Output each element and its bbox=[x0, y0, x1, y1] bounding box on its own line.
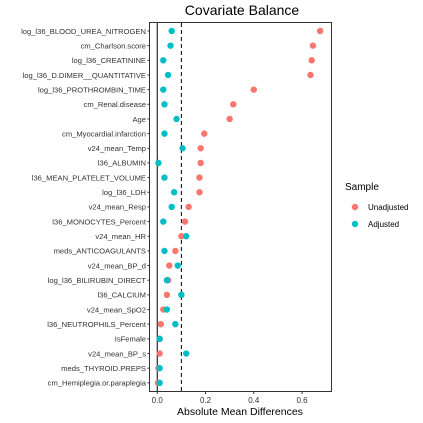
y-tick-label: meds_THYROID.PREPS bbox=[61, 364, 146, 373]
point-adjusted bbox=[168, 27, 175, 35]
reference-lines bbox=[156, 23, 182, 391]
point-adjusted bbox=[160, 86, 167, 93]
point-adjusted bbox=[183, 350, 190, 357]
point-adjusted bbox=[156, 379, 163, 387]
point-adjusted bbox=[174, 262, 181, 269]
point-adjusted bbox=[178, 291, 185, 299]
point-adjusted bbox=[163, 277, 171, 284]
point-unadjusted bbox=[178, 233, 185, 240]
x-tick-label: 0.2 bbox=[200, 396, 212, 405]
data-points bbox=[154, 27, 324, 387]
point-adjusted bbox=[179, 145, 186, 152]
y-tick-label: l36_MONOCYTES_Percent bbox=[52, 217, 147, 226]
legend-label-adjusted: Adjusted bbox=[368, 220, 399, 229]
y-tick-label: cm_Renal.disease bbox=[84, 100, 146, 109]
point-adjusted bbox=[160, 57, 167, 64]
x-tick-label: 0.0 bbox=[152, 396, 164, 405]
point-unadjusted bbox=[197, 145, 204, 152]
point-adjusted bbox=[173, 115, 180, 123]
point-unadjusted bbox=[163, 291, 171, 299]
point-unadjusted bbox=[166, 262, 173, 269]
y-tick-label: l36_ALBUMIN bbox=[98, 159, 146, 168]
point-unadjusted bbox=[307, 71, 314, 79]
y-axis-labels: log_l36_BLOOD_UREA_NITROGEN cm_Charlson.s… bbox=[21, 27, 147, 388]
point-adjusted bbox=[161, 247, 168, 255]
y-tick-label: cm_Myocardial.infarction bbox=[62, 129, 146, 138]
chart-title: Covariate Balance bbox=[185, 2, 300, 18]
point-adjusted bbox=[156, 364, 163, 372]
y-tick-label: cm_Charlson.score bbox=[81, 41, 146, 50]
y-tick-label: l36_MEAN_PLATELET_VOLUME bbox=[32, 173, 146, 182]
y-tick-label: log_l36_BLOOD_UREA_NITROGEN bbox=[21, 27, 146, 36]
point-adjusted bbox=[163, 306, 171, 313]
point-unadjusted bbox=[196, 174, 203, 181]
y-tick-label: Age bbox=[132, 115, 146, 124]
point-unadjusted bbox=[309, 42, 317, 49]
point-adjusted bbox=[172, 321, 179, 328]
y-tick-label: log_l36_CREATININE bbox=[72, 56, 146, 65]
point-unadjusted bbox=[250, 86, 257, 93]
point-adjusted bbox=[160, 218, 167, 225]
y-tick-label: v24_mean_Temp bbox=[88, 144, 146, 153]
plot-panel bbox=[149, 22, 332, 392]
point-unadjusted bbox=[316, 27, 324, 35]
point-adjusted bbox=[183, 233, 190, 240]
point-adjusted bbox=[155, 159, 162, 167]
point-unadjusted bbox=[226, 115, 233, 123]
point-adjusted bbox=[167, 42, 174, 49]
legend-title: Sample bbox=[345, 182, 379, 193]
y-tick-label: meds_ANTICOAGULANTS bbox=[54, 247, 146, 256]
y-axis-ticks bbox=[147, 30, 150, 384]
y-tick-label: log_l36_LDH bbox=[102, 188, 146, 197]
legend: Sample Unadjusted Adjusted bbox=[345, 182, 408, 229]
x-tick-label: 0.6 bbox=[296, 396, 308, 405]
point-adjusted bbox=[161, 130, 168, 137]
x-axis-title: Absolute Mean Differences bbox=[177, 406, 303, 418]
y-tick-label: IsFemale bbox=[115, 335, 146, 344]
point-unadjusted bbox=[157, 321, 165, 328]
point-unadjusted bbox=[201, 130, 208, 137]
point-unadjusted bbox=[156, 350, 163, 357]
y-tick-label: v24_mean_BP_s bbox=[88, 349, 146, 358]
y-tick-label: log_l36_PROTHROMBIN_TIME bbox=[38, 85, 146, 94]
y-tick-label: v24_mean_SpO2 bbox=[87, 305, 146, 314]
x-tick-label: 0.4 bbox=[248, 396, 260, 405]
y-tick-label: log_l36_D.DIMER__QUANTITATIVE bbox=[23, 71, 146, 80]
x-axis: 0.0 0.2 0.4 0.6 bbox=[152, 391, 308, 405]
point-unadjusted bbox=[185, 203, 192, 211]
point-unadjusted bbox=[172, 247, 179, 255]
point-unadjusted bbox=[230, 101, 237, 108]
point-adjusted bbox=[170, 189, 178, 196]
point-adjusted bbox=[156, 335, 163, 343]
y-tick-label: v24_mean_HR bbox=[95, 232, 146, 241]
y-tick-label: l36_NEUTROPHILS_Percent bbox=[47, 320, 147, 329]
y-tick-label: l36_CALCIUM bbox=[97, 291, 146, 300]
y-tick-label: v24_mean_Resp bbox=[89, 203, 146, 212]
point-unadjusted bbox=[181, 218, 189, 225]
point-adjusted bbox=[161, 101, 168, 108]
point-unadjusted bbox=[308, 57, 315, 64]
point-unadjusted bbox=[196, 189, 203, 196]
point-adjusted bbox=[164, 71, 172, 79]
legend-label-unadjusted: Unadjusted bbox=[368, 203, 408, 212]
y-tick-label: log_l36_BILIRUBIN_DIRECT bbox=[48, 276, 147, 285]
y-tick-label: v24_mean_BP_d bbox=[88, 261, 146, 270]
point-adjusted bbox=[168, 203, 175, 211]
point-adjusted bbox=[161, 174, 168, 181]
legend-key-adjusted bbox=[351, 220, 359, 228]
point-unadjusted bbox=[197, 159, 204, 167]
legend-key-unadjusted bbox=[351, 203, 359, 211]
y-tick-label: cm_Hemiplegia.or.paraplegia bbox=[48, 379, 147, 388]
